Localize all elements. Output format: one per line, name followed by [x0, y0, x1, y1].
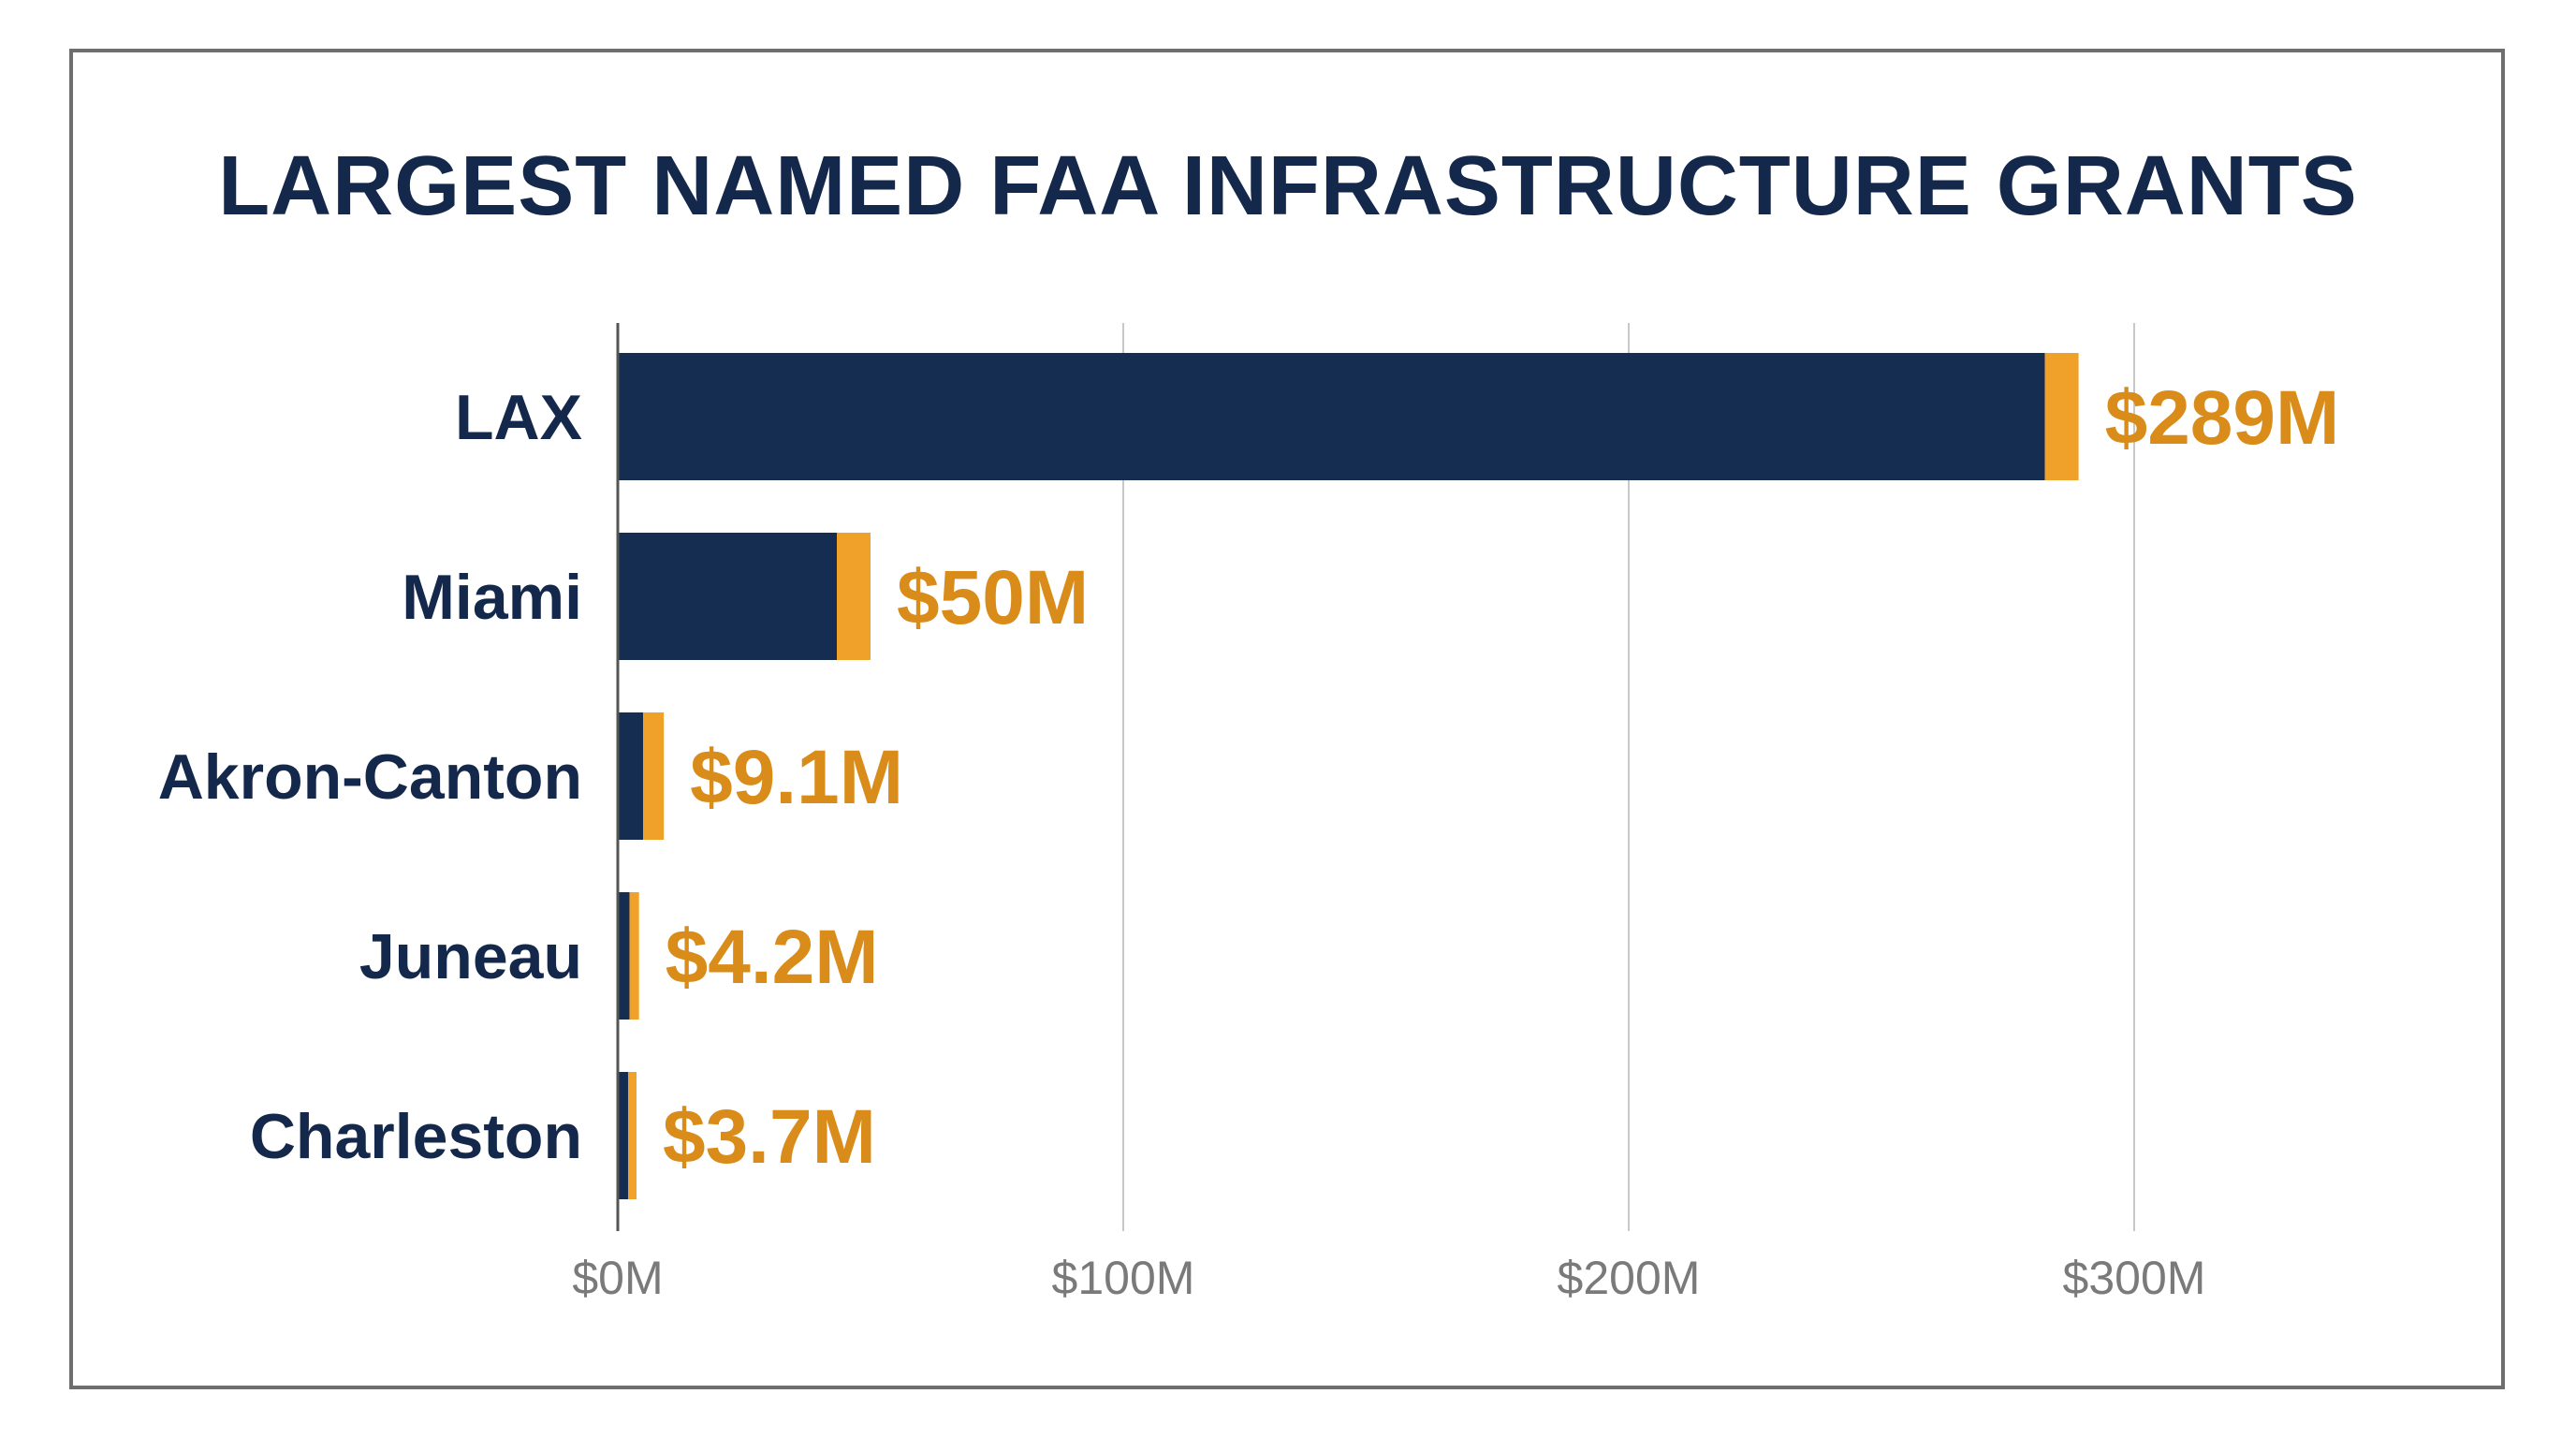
- bar-tip: [627, 1072, 637, 1199]
- chart-frame: [69, 49, 2505, 1389]
- bar: [618, 712, 644, 840]
- chart-title: LARGEST NAMED FAA INFRASTRUCTURE GRANTS: [218, 139, 2358, 233]
- bar-tip: [643, 712, 665, 840]
- bar: [618, 1072, 628, 1199]
- value-label: $9.1M: [690, 735, 903, 820]
- bar-tip: [2044, 353, 2079, 480]
- category-label: Juneau: [359, 921, 582, 992]
- value-label: $50M: [897, 555, 1089, 640]
- x-tick-label: $0M: [572, 1252, 663, 1304]
- bar: [618, 892, 630, 1020]
- x-tick-label: $100M: [1052, 1252, 1195, 1304]
- bar-tip: [629, 892, 639, 1020]
- value-label: $3.7M: [663, 1094, 876, 1180]
- value-label: $289M: [2105, 375, 2340, 461]
- category-label: Charleston: [250, 1101, 582, 1172]
- value-label: $4.2M: [666, 915, 879, 1000]
- bar: [618, 533, 837, 660]
- bars: [618, 353, 2079, 1199]
- bar-tip: [837, 533, 871, 660]
- x-tick-label: $200M: [1558, 1252, 1701, 1304]
- x-tick-label: $300M: [2063, 1252, 2206, 1304]
- category-label: LAX: [455, 382, 582, 453]
- labels: $0M $100M $200M $300M LAX $289M Miami $50M Akron…: [158, 375, 2340, 1304]
- category-label: Miami: [402, 562, 582, 633]
- category-label: Akron-Canton: [158, 741, 582, 813]
- bar: [618, 353, 2045, 480]
